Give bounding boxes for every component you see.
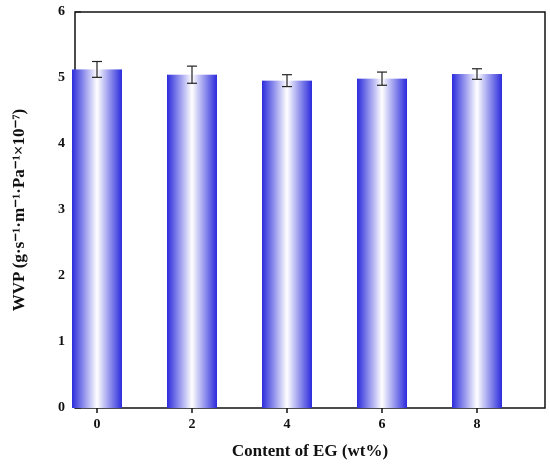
x-tick-label: 6 (379, 417, 386, 432)
error-bar (92, 60, 102, 78)
x-tick-label: 4 (284, 417, 291, 432)
y-tick-label: 1 (58, 334, 65, 349)
x-tick-label: 2 (189, 417, 196, 432)
bar (262, 80, 312, 408)
error-bar (472, 68, 482, 80)
y-axis-title: WVP (g·s⁻¹·m⁻¹·Pa⁻¹×10⁻⁷) (9, 109, 28, 311)
y-tick-label: 4 (58, 136, 65, 151)
bar (72, 69, 122, 409)
y-tick-label: 5 (58, 70, 65, 85)
x-tick-label: 8 (474, 417, 481, 432)
y-tick-label: 6 (58, 4, 65, 19)
y-tick-label: 2 (58, 268, 65, 283)
bar (167, 74, 217, 408)
error-bar (377, 71, 387, 86)
x-axis-title: Content of EG (wt%) (232, 441, 388, 460)
bar (452, 74, 502, 408)
y-tick-label: 3 (58, 202, 65, 217)
error-bar (282, 74, 292, 88)
bar (357, 78, 407, 408)
y-tick-label: 0 (58, 400, 65, 415)
x-tick-label: 0 (94, 417, 101, 432)
error-bar (187, 65, 197, 84)
